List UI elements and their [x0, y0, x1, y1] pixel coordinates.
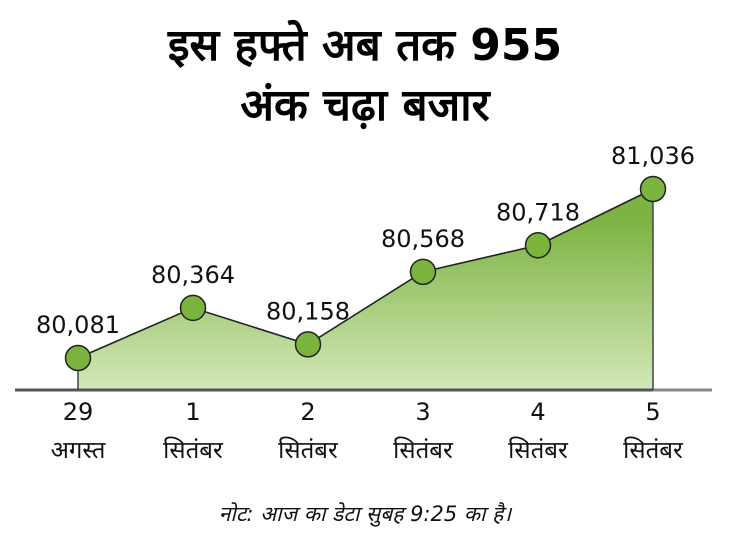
- x-tick-month: सितंबर: [393, 436, 453, 464]
- chart-title-line-1: इस हफ्ते अब तक 955: [167, 20, 563, 71]
- x-tick-month: सितंबर: [623, 436, 683, 464]
- data-point-marker: [64, 344, 92, 372]
- x-tick-day: 29: [62, 398, 94, 426]
- data-value-label: 80,568: [381, 225, 465, 253]
- x-tick-month: सितंबर: [508, 436, 568, 464]
- x-tick-day: 3: [415, 398, 431, 426]
- x-tick-day: 2: [300, 398, 316, 426]
- chart-title-line-2: अंक चढ़ा बजार: [240, 80, 490, 131]
- data-point-marker: [294, 331, 322, 358]
- x-tick-month: सितंबर: [278, 436, 338, 464]
- x-tick-month: अगस्त: [50, 436, 106, 464]
- data-value-label: 81,036: [611, 142, 695, 170]
- data-value-label: 80,718: [496, 198, 580, 226]
- data-markers: [64, 175, 667, 372]
- data-point-marker: [524, 232, 552, 259]
- data-value-label: 80,364: [151, 261, 235, 289]
- footnote: नोट: आज का डेटा सुबह 9:25 का है।: [218, 502, 512, 526]
- value-labels: 80,081 80,364 80,158 80,568 80,718 81,036: [36, 142, 695, 339]
- x-tick-day: 5: [645, 398, 661, 426]
- data-value-label: 80,081: [36, 311, 120, 339]
- x-tick-day: 4: [530, 398, 546, 426]
- data-point-marker: [639, 175, 667, 203]
- data-point-marker: [409, 258, 437, 286]
- data-value-label: 80,158: [266, 297, 350, 325]
- area-fill: [78, 189, 653, 390]
- data-point-marker: [179, 294, 207, 322]
- x-tick-month: सितंबर: [163, 436, 223, 464]
- x-tick-day: 1: [185, 398, 201, 426]
